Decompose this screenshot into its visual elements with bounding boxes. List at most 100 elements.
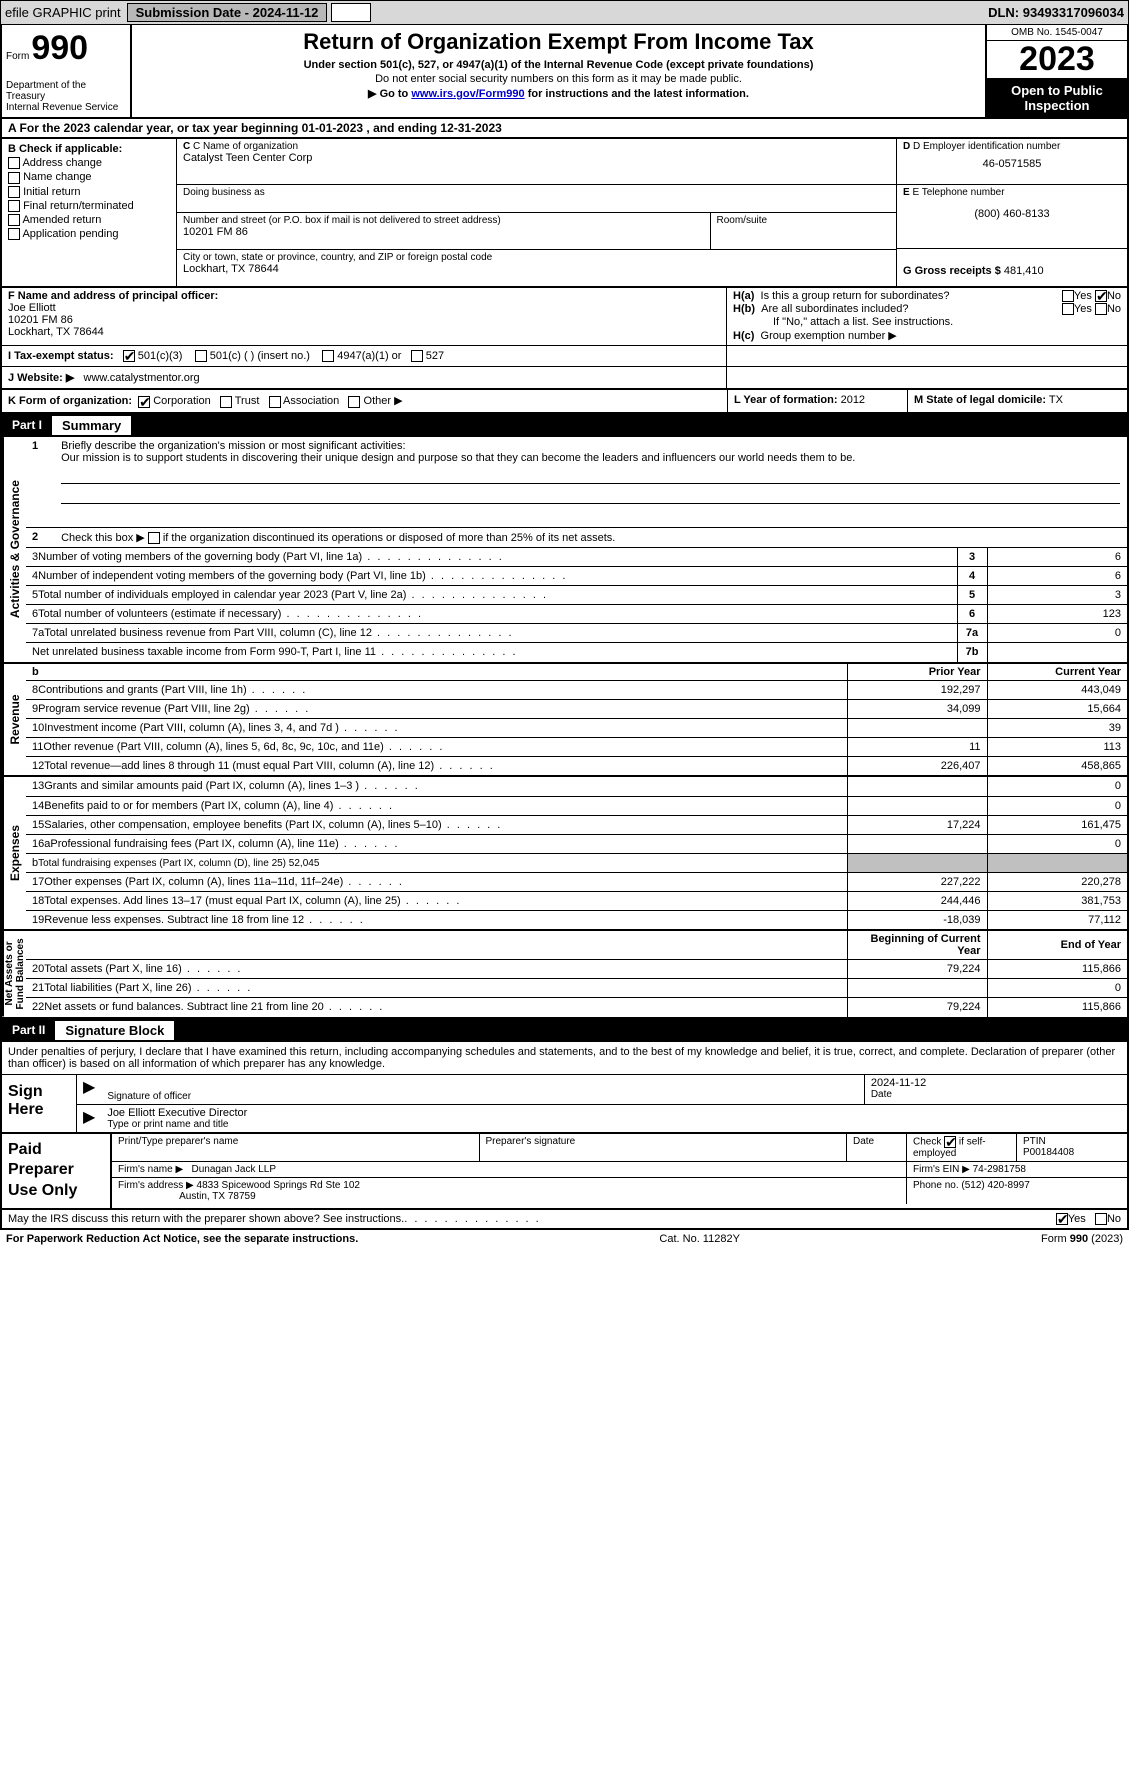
- revenue-section: Revenue bPrior YearCurrent Year8Contribu…: [0, 664, 1129, 778]
- expense-row: 16aProfessional fundraising fees (Part I…: [26, 834, 1127, 853]
- submission-date-btn[interactable]: Submission Date - 2024-11-12: [127, 3, 328, 22]
- arrow-icon: ▶: [77, 1105, 101, 1132]
- other-check[interactable]: [348, 396, 360, 408]
- section-b-thru-g: B Check if applicable: Address change Na…: [0, 139, 1129, 288]
- officer-box: F Name and address of principal officer:…: [2, 288, 727, 345]
- revenue-row: 12Total revenue—add lines 8 through 11 (…: [26, 756, 1127, 775]
- tel-cell: E E Telephone number (800) 460-8133: [897, 185, 1127, 249]
- sign-here: Sign Here ▶ Signature of officer 2024-11…: [0, 1075, 1129, 1134]
- 501c-check[interactable]: [195, 350, 207, 362]
- revenue-row: 11Other revenue (Part VIII, column (A), …: [26, 737, 1127, 756]
- initial-return-check[interactable]: [8, 186, 20, 198]
- website: www.catalystmentor.org: [84, 372, 200, 384]
- h-box: H(a) Is this a group return for subordin…: [727, 288, 1127, 345]
- expense-row: 17Other expenses (Part IX, column (A), l…: [26, 872, 1127, 891]
- ha-yes[interactable]: [1062, 290, 1074, 302]
- name-change-check[interactable]: [8, 172, 20, 184]
- expense-row: bTotal fundraising expenses (Part IX, co…: [26, 853, 1127, 872]
- expense-row: 13Grants and similar amounts paid (Part …: [26, 777, 1127, 796]
- expense-row: 18Total expenses. Add lines 13–17 (must …: [26, 891, 1127, 910]
- line-2: 2 Check this box ▶ if the organization d…: [26, 528, 1127, 548]
- vtab-na: Net Assets or Fund Balances: [2, 931, 26, 1017]
- revenue-row: 8Contributions and grants (Part VIII, li…: [26, 680, 1127, 699]
- room-cell: Room/suite: [711, 213, 897, 249]
- may-no[interactable]: [1095, 1213, 1107, 1225]
- summary-row: 7aTotal unrelated business revenue from …: [26, 624, 1127, 643]
- summary-row: 3Number of voting members of the governi…: [26, 548, 1127, 567]
- header-mid: Return of Organization Exempt From Incom…: [132, 25, 987, 117]
- subtitle-2: Do not enter social security numbers on …: [140, 73, 977, 85]
- street-cell: Number and street (or P.O. box if mail i…: [177, 213, 711, 249]
- 527-check[interactable]: [411, 350, 423, 362]
- vtab-exp: Expenses: [2, 777, 26, 929]
- expenses-table: 13Grants and similar amounts paid (Part …: [26, 777, 1127, 929]
- irs-link[interactable]: www.irs.gov/Form990: [411, 88, 524, 100]
- paid-preparer: Paid Preparer Use Only Print/Type prepar…: [0, 1134, 1129, 1210]
- ha-no[interactable]: [1095, 290, 1107, 302]
- col-d-e-g: D D Employer identification number 46-05…: [897, 139, 1127, 286]
- row-i: I Tax-exempt status: 501(c)(3) 501(c) ( …: [0, 346, 1129, 367]
- assoc-check[interactable]: [269, 396, 281, 408]
- trust-check[interactable]: [220, 396, 232, 408]
- line-a: A For the 2023 calendar year, or tax yea…: [0, 119, 1129, 139]
- dept-treasury: Department of the Treasury Internal Reve…: [6, 80, 126, 113]
- app-pending-check[interactable]: [8, 228, 20, 240]
- netassets-row: 22Net assets or fund balances. Subtract …: [26, 998, 1127, 1017]
- col-b: B Check if applicable: Address change Na…: [2, 139, 177, 286]
- expense-row: 19Revenue less expenses. Subtract line 1…: [26, 910, 1127, 929]
- org-name-cell: C C Name of organization Catalyst Teen C…: [177, 139, 896, 185]
- final-return-check[interactable]: [8, 200, 20, 212]
- form-header: Form 990 Department of the Treasury Inte…: [0, 25, 1129, 119]
- revenue-row: 9Program service revenue (Part VIII, lin…: [26, 699, 1127, 718]
- net-assets-section: Net Assets or Fund Balances Beginning of…: [0, 931, 1129, 1019]
- amended-check[interactable]: [8, 214, 20, 226]
- part1-header: Part I Summary: [0, 414, 1129, 437]
- expense-row: 15Salaries, other compensation, employee…: [26, 815, 1127, 834]
- subtitle-1: Under section 501(c), 527, or 4947(a)(1)…: [140, 59, 977, 71]
- form-title: Return of Organization Exempt From Incom…: [140, 29, 977, 55]
- discontinue-check[interactable]: [148, 532, 160, 544]
- signature-intro: Under penalties of perjury, I declare th…: [0, 1042, 1129, 1075]
- 4947-check[interactable]: [322, 350, 334, 362]
- omb-number: OMB No. 1545-0047: [987, 25, 1127, 41]
- net-assets-table: Beginning of Current YearEnd of Year20To…: [26, 931, 1127, 1017]
- subtitle-3: ▶ Go to www.irs.gov/Form990 for instruct…: [140, 87, 977, 100]
- expenses-section: Expenses 13Grants and similar amounts pa…: [0, 777, 1129, 931]
- corp-check[interactable]: [138, 396, 150, 408]
- dln: DLN: 93493317096034: [988, 5, 1124, 20]
- self-emp-check[interactable]: [944, 1136, 956, 1148]
- row-j: J Website: ▶ www.catalystmentor.org: [0, 367, 1129, 390]
- netassets-row: 21Total liabilities (Part X, line 26)0: [26, 979, 1127, 998]
- ein-cell: D D Employer identification number 46-05…: [897, 139, 1127, 185]
- summary-row: 5Total number of individuals employed in…: [26, 586, 1127, 605]
- open-inspection: Open to Public Inspection: [987, 79, 1127, 117]
- header-left: Form 990 Department of the Treasury Inte…: [2, 25, 132, 117]
- hb-yes[interactable]: [1062, 303, 1074, 315]
- dba-cell: Doing business as: [177, 185, 896, 213]
- summary-row: Net unrelated business taxable income fr…: [26, 643, 1127, 662]
- header-right: OMB No. 1545-0047 2023 Open to Public In…: [987, 25, 1127, 117]
- addr-change-check[interactable]: [8, 157, 20, 169]
- netassets-row: 20Total assets (Part X, line 16)79,22411…: [26, 960, 1127, 979]
- org-name: Catalyst Teen Center Corp: [183, 152, 890, 164]
- lines-3-7: 3Number of voting members of the governi…: [26, 548, 1127, 662]
- expense-row: 14Benefits paid to or for members (Part …: [26, 796, 1127, 815]
- part2-header: Part II Signature Block: [0, 1019, 1129, 1042]
- vtab-ag: Activities & Governance: [2, 437, 26, 662]
- vtab-rev: Revenue: [2, 664, 26, 776]
- gross-cell: G Gross receipts $ 481,410: [897, 249, 1127, 285]
- col-c: C C Name of organization Catalyst Teen C…: [177, 139, 1127, 286]
- tax-year: 2023: [987, 41, 1127, 79]
- summary-row: 4Number of independent voting members of…: [26, 567, 1127, 586]
- city-cell: City or town, state or province, country…: [177, 250, 896, 286]
- activities-governance: Activities & Governance 1 Briefly descri…: [0, 437, 1129, 664]
- page-footer: For Paperwork Reduction Act Notice, see …: [0, 1230, 1129, 1248]
- top-bar: efile GRAPHIC print Submission Date - 20…: [0, 0, 1129, 25]
- hb-no[interactable]: [1095, 303, 1107, 315]
- 501c3-check[interactable]: [123, 350, 135, 362]
- revenue-table: bPrior YearCurrent Year8Contributions an…: [26, 664, 1127, 776]
- section-f-h: F Name and address of principal officer:…: [0, 288, 1129, 346]
- efile-label: efile GRAPHIC print: [5, 5, 121, 20]
- revenue-row: 10Investment income (Part VIII, column (…: [26, 718, 1127, 737]
- may-yes[interactable]: [1056, 1213, 1068, 1225]
